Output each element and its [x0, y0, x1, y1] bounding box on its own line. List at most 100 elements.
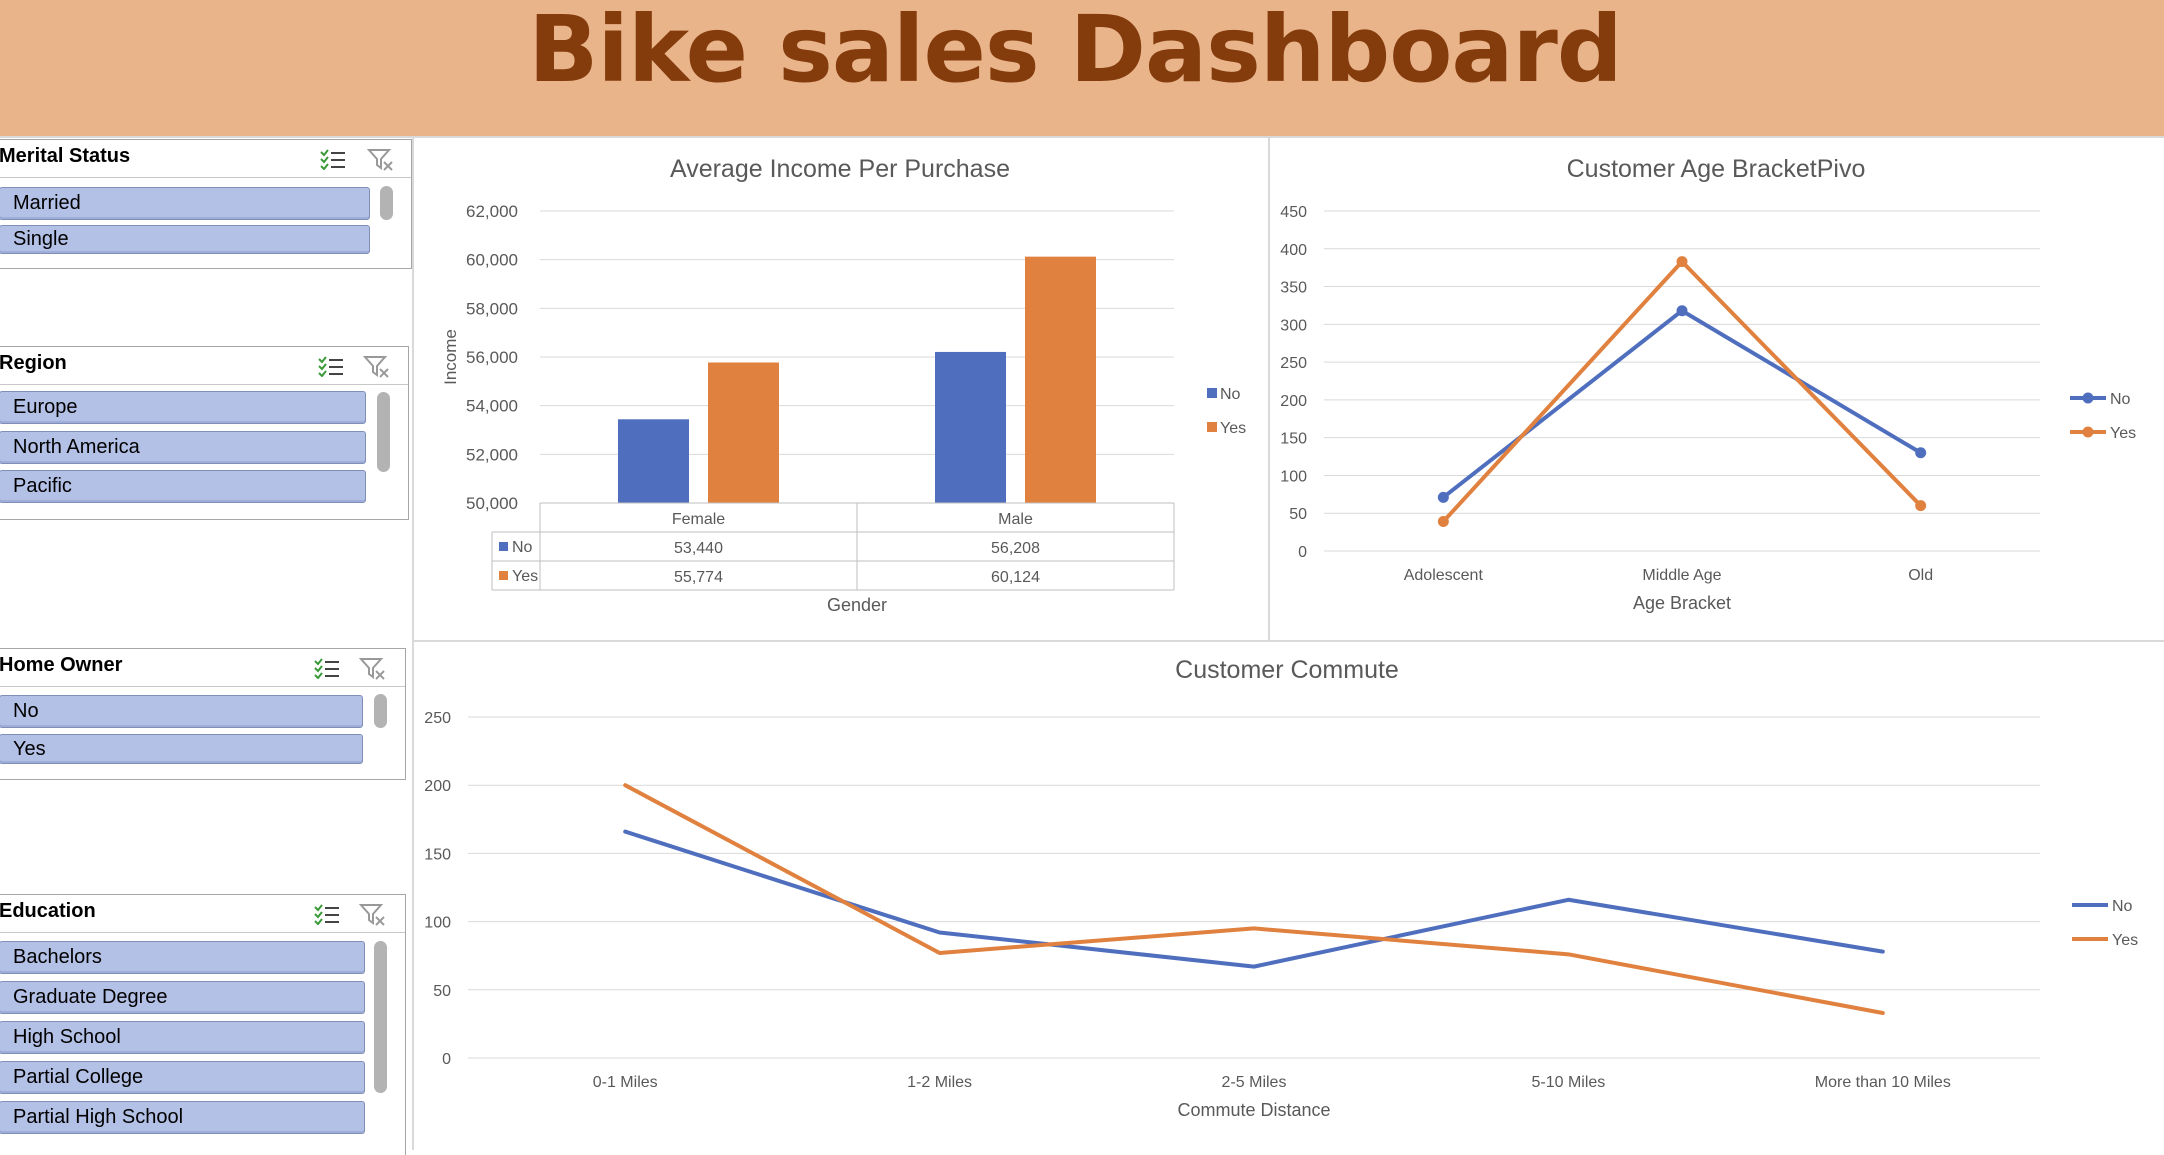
multi-select-icon[interactable] — [319, 148, 347, 171]
table-legend-key — [499, 542, 508, 551]
y-tick-label: 150 — [1280, 431, 1307, 448]
bar-no-female — [618, 419, 689, 503]
y-tick-label: 100 — [424, 915, 451, 932]
table-value: 53,440 — [674, 540, 723, 557]
y-tick-label: 150 — [424, 846, 451, 863]
x-tick-label: Old — [1908, 567, 1933, 584]
slicer-title: Education — [0, 900, 96, 922]
data-point-yes — [1676, 256, 1688, 268]
y-tick-label: 100 — [1280, 468, 1307, 485]
y-tick-label: 54,000 — [466, 397, 518, 416]
slicer-item-bachelors[interactable]: Bachelors — [0, 941, 365, 974]
slicer-item-single[interactable]: Single — [0, 225, 370, 254]
slicer-scrollbar[interactable] — [380, 186, 393, 220]
slicer-scrollbar[interactable] — [374, 694, 387, 728]
slicer-home-owner: Home Owner No Yes — [0, 648, 406, 780]
y-tick-label: 0 — [442, 1051, 451, 1068]
multi-select-icon[interactable] — [317, 355, 345, 378]
series-line-yes — [1441, 259, 1923, 524]
table-series-label: Yes — [512, 568, 538, 585]
age-line-chart: Customer Age BracketPivo 0 50 100 150 200 250 3… — [1280, 155, 2136, 613]
multi-select-icon[interactable] — [313, 657, 341, 680]
legend-label: Yes — [1220, 420, 1246, 437]
clear-filter-icon[interactable] — [358, 903, 387, 927]
slicer-region: Region Europe North America Pacific — [0, 346, 409, 520]
y-tick-label: 400 — [1280, 242, 1307, 259]
table-value: 55,774 — [674, 569, 723, 586]
commute-chart-panel — [412, 640, 2164, 1150]
commute-line-chart: Customer Commute 0 50 100 150 200 250 0-1 Miles… — [424, 656, 2138, 1120]
slicer-header: Region — [0, 347, 408, 385]
x-tick-label: Middle Age — [1642, 567, 1721, 584]
data-point-no — [1676, 305, 1688, 317]
x-tick-label: 1-2 Miles — [907, 1074, 972, 1091]
data-point-no — [1437, 491, 1449, 503]
legend-label: Yes — [2112, 932, 2138, 949]
data-point-yes — [1437, 516, 1449, 528]
slicer-header: Home Owner — [0, 649, 405, 687]
legend-key — [1207, 422, 1217, 432]
x-tick-label: 5-10 Miles — [1531, 1074, 1605, 1091]
slicer-marital-status: Merital Status Married Single — [0, 139, 412, 269]
slicer-title: Region — [0, 352, 67, 374]
chart-title: Customer Age BracketPivo — [1567, 155, 1866, 183]
y-tick-label: 52,000 — [466, 445, 518, 464]
slicer-education: Education Bachelors Graduate Degree High… — [0, 894, 406, 1155]
y-tick-label: 200 — [1280, 393, 1307, 410]
income-chart-panel — [412, 136, 1270, 642]
multi-select-icon[interactable] — [313, 903, 341, 926]
y-tick-label: 250 — [424, 710, 451, 727]
dashboard-title: Bike sales Dashboard — [528, 0, 1622, 103]
x-tick-label: Adolescent — [1404, 567, 1484, 584]
y-tick-label: 0 — [1298, 544, 1307, 561]
y-tick-label: 56,000 — [466, 348, 518, 367]
slicer-item-high-school[interactable]: High School — [0, 1021, 365, 1054]
table-value: 56,208 — [991, 540, 1040, 557]
slicer-header: Merital Status — [0, 140, 411, 178]
table-legend-key — [499, 571, 508, 580]
y-tick-label: 50,000 — [466, 494, 518, 513]
legend-key — [1207, 388, 1217, 398]
y-tick-label: 58,000 — [466, 299, 518, 318]
series-line-no — [623, 829, 1885, 969]
y-tick-label: 300 — [1280, 317, 1307, 334]
clear-filter-icon[interactable] — [366, 148, 395, 172]
slicer-item-north-america[interactable]: North America — [0, 431, 366, 464]
y-tick-label: 350 — [1280, 280, 1307, 297]
bar-yes-female — [708, 362, 779, 503]
bar-yes-male — [1025, 256, 1096, 503]
x-tick-label: 0-1 Miles — [593, 1074, 658, 1091]
x-tick-label: Male — [998, 511, 1033, 528]
x-tick-label: 2-5 Miles — [1222, 1074, 1287, 1091]
chart-title: Average Income Per Purchase — [670, 155, 1010, 183]
slicer-item-married[interactable]: Married — [0, 187, 370, 220]
clear-filter-icon[interactable] — [362, 355, 391, 379]
slicer-title: Home Owner — [0, 654, 123, 676]
y-tick-label: 200 — [424, 778, 451, 795]
slicer-scrollbar[interactable] — [377, 392, 390, 472]
slicer-title: Merital Status — [0, 145, 131, 167]
data-point-yes — [1915, 500, 1927, 512]
legend-marker — [2082, 392, 2094, 404]
table-value: 60,124 — [991, 569, 1040, 586]
clear-filter-icon[interactable] — [358, 657, 387, 681]
slicer-scrollbar[interactable] — [374, 941, 387, 1093]
legend-label: No — [1220, 386, 1241, 403]
slicer-item-europe[interactable]: Europe — [0, 391, 366, 424]
slicer-item-yes[interactable]: Yes — [0, 734, 363, 764]
slicer-item-partial-college[interactable]: Partial College — [0, 1061, 365, 1094]
y-tick-label: 450 — [1280, 204, 1307, 221]
y-tick-label: 50 — [1289, 506, 1307, 523]
slicer-header: Education — [0, 895, 405, 933]
x-tick-label: Female — [672, 511, 725, 528]
slicer-item-pacific[interactable]: Pacific — [0, 470, 366, 503]
x-axis-label: Gender — [827, 595, 887, 615]
y-tick-label: 62,000 — [466, 202, 518, 221]
slicer-item-partial-high-school[interactable]: Partial High School — [0, 1101, 365, 1134]
chart-title: Customer Commute — [1175, 656, 1399, 684]
x-axis-label: Commute Distance — [1177, 1100, 1330, 1120]
series-line-no — [1441, 308, 1923, 500]
legend-label: Yes — [2110, 425, 2136, 442]
slicer-item-no[interactable]: No — [0, 695, 363, 728]
slicer-item-graduate-degree[interactable]: Graduate Degree — [0, 981, 365, 1014]
